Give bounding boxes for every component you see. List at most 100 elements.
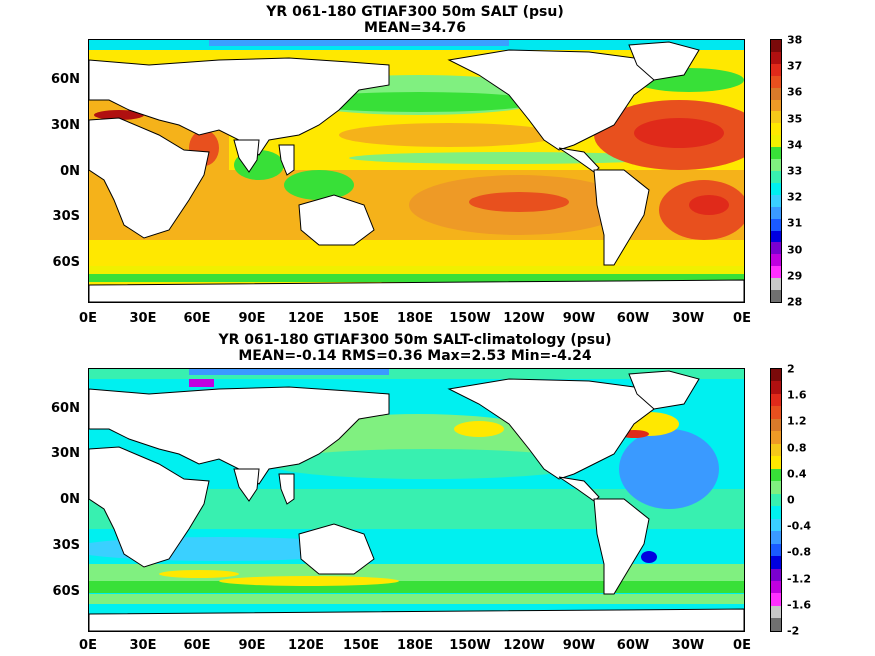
- colorbar-label: 38: [787, 33, 803, 47]
- y-tick-30s: 30S: [52, 538, 80, 553]
- colorbar-swatch: [771, 218, 781, 231]
- colorbar-swatch: [771, 593, 781, 606]
- colorbar-swatch: [771, 254, 781, 267]
- x-tick: 30E: [129, 638, 157, 653]
- panel2-title: YR 061-180 GTIAF300 50m SALT-climatology…: [218, 332, 612, 348]
- colorbar-label: -0.4: [787, 519, 812, 533]
- x-tick: 60E: [183, 311, 211, 326]
- x-tick: 150E: [342, 638, 380, 653]
- x-tick: 0E: [733, 311, 751, 326]
- colorbar-swatch: [771, 531, 781, 544]
- y-tick-60n: 60N: [51, 401, 80, 416]
- colorbar-label: 29: [787, 269, 803, 283]
- colorbar-swatch: [771, 290, 781, 302]
- colorbar-label: -1.6: [787, 598, 812, 612]
- colorbar-swatch: [771, 206, 781, 219]
- colorbar-swatch: [771, 381, 781, 394]
- colorbar-swatch: [771, 468, 781, 482]
- y-tick-60s: 60S: [52, 584, 80, 599]
- colorbar-label: 1.2: [787, 414, 807, 428]
- colorbar-swatch: [771, 135, 781, 148]
- y-tick-0n: 0N: [60, 492, 80, 507]
- x-tick: 120W: [503, 638, 545, 653]
- x-tick: 60W: [616, 311, 650, 326]
- colorbar-swatch: [771, 87, 781, 100]
- x-tick: 120W: [503, 311, 545, 326]
- colorbar-swatch: [771, 493, 781, 507]
- colorbar-swatch: [771, 481, 781, 494]
- colorbar-swatch: [771, 605, 781, 619]
- x-tick: 120E: [287, 311, 325, 326]
- colorbar-swatch: [771, 40, 781, 52]
- panel2-stats: MEAN=-0.14 RMS=0.36 Max=2.53 Min=-4.24: [238, 348, 592, 364]
- x-tick: 0E: [733, 638, 751, 653]
- colorbar-label: 37: [787, 59, 803, 73]
- colorbar-swatch: [771, 123, 781, 136]
- x-tick: 30E: [129, 311, 157, 326]
- x-tick: 90W: [562, 638, 596, 653]
- colorbar-label: 33: [787, 164, 803, 178]
- panel1-title: YR 061-180 GTIAF300 50m SALT (psu): [266, 4, 564, 20]
- y-tick-30n: 30N: [51, 446, 80, 461]
- colorbar-swatch: [771, 230, 781, 243]
- x-tick: 0E: [79, 311, 97, 326]
- colorbar-label: 0: [787, 493, 795, 507]
- colorbar-label: 30: [787, 243, 803, 257]
- colorbar-swatch: [771, 75, 781, 88]
- colorbar-swatch: [771, 51, 781, 64]
- colorbar-label: 28: [787, 295, 803, 309]
- colorbar-label: -0.8: [787, 545, 812, 559]
- colorbar-swatch: [771, 99, 781, 112]
- colorbar-swatch: [771, 568, 781, 581]
- x-tick: 30W: [671, 311, 705, 326]
- x-tick: 60W: [616, 638, 650, 653]
- y-tick-30s: 30S: [52, 209, 80, 224]
- y-tick-0n: 0N: [60, 164, 80, 179]
- y-tick-60n: 60N: [51, 72, 80, 87]
- colorbar-swatch: [771, 618, 781, 631]
- colorbar-label: 34: [787, 138, 803, 152]
- colorbar-label: -1.2: [787, 572, 812, 586]
- colorbar-swatch: [771, 418, 781, 432]
- x-tick: 180E: [396, 311, 434, 326]
- colorbar-swatch: [771, 369, 781, 382]
- colorbar-swatch: [771, 580, 781, 594]
- x-tick: 150W: [449, 638, 491, 653]
- colorbar-label: 31: [787, 216, 803, 230]
- colorbar-label: 0.8: [787, 441, 807, 455]
- x-tick: 90E: [238, 311, 266, 326]
- colorbar-swatch: [771, 278, 781, 291]
- colorbar-swatch: [771, 431, 781, 444]
- colorbar-swatch: [771, 266, 781, 279]
- colorbar-swatch: [771, 543, 781, 557]
- x-tick: 30W: [671, 638, 705, 653]
- colorbar-swatch: [771, 182, 781, 195]
- colorbar-swatch: [771, 63, 781, 76]
- salinity-anomaly-map: [88, 368, 745, 632]
- colorbar-swatch: [771, 443, 781, 457]
- x-tick: 180E: [396, 638, 434, 653]
- colorbar-swatch: [771, 456, 781, 469]
- colorbar-swatch: [771, 506, 781, 519]
- x-tick: 150W: [449, 311, 491, 326]
- colorbar-swatch: [771, 194, 781, 207]
- colorbar-anomaly: [770, 368, 782, 632]
- colorbar-swatch: [771, 170, 781, 183]
- colorbar-swatch: [771, 242, 781, 255]
- colorbar-salinity: [770, 39, 782, 303]
- x-tick: 90W: [562, 311, 596, 326]
- panel1-mean: MEAN=34.76: [363, 20, 467, 36]
- x-tick: 120E: [287, 638, 325, 653]
- colorbar-label: 0.4: [787, 467, 807, 481]
- colorbar-label: 32: [787, 190, 803, 204]
- colorbar-swatch: [771, 393, 781, 407]
- colorbar-swatch: [771, 111, 781, 124]
- x-tick: 0E: [79, 638, 97, 653]
- colorbar-label: 2: [787, 362, 795, 376]
- colorbar-swatch: [771, 556, 781, 569]
- colorbar-label: 35: [787, 112, 803, 126]
- x-tick: 150E: [342, 311, 380, 326]
- colorbar-swatch: [771, 147, 781, 160]
- colorbar-swatch: [771, 518, 781, 532]
- x-tick: 60E: [183, 638, 211, 653]
